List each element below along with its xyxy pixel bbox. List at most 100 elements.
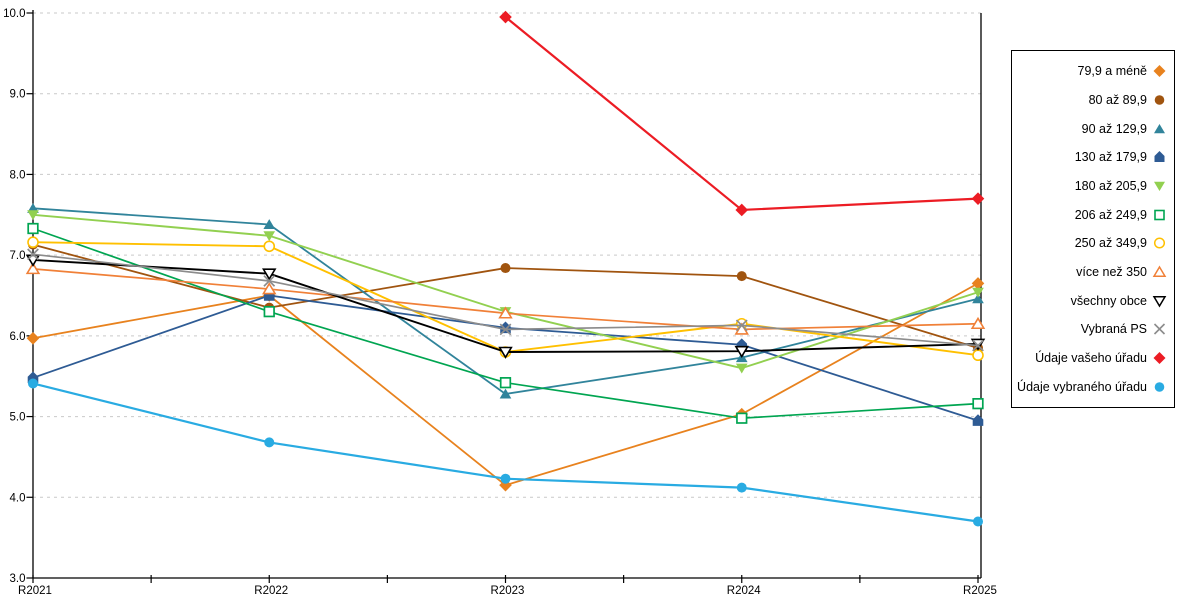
- legend-item-label: 79,9 a méně: [1077, 64, 1148, 79]
- legend-item-label: 180 až 205,9: [1074, 178, 1147, 193]
- legend-item-2: 90 až 129,9: [1012, 122, 1174, 136]
- legend-item-label: 90 až 129,9: [1081, 121, 1147, 136]
- legend-marker-square-icon: [1154, 209, 1165, 220]
- legend-item-0: 79,9 a méně: [1012, 64, 1174, 78]
- series-marker: [28, 378, 38, 389]
- path: [1154, 181, 1165, 191]
- legend-item-label: 80 až 89,9: [1088, 92, 1147, 107]
- legend-item-label: 206 až 249,9: [1074, 207, 1147, 222]
- series-marker: [499, 323, 512, 336]
- rect: [1154, 209, 1165, 220]
- legend-item-label: Vybraná PS: [1080, 322, 1147, 337]
- legend-marker-circle-icon: [1154, 381, 1165, 392]
- series-marker: [500, 473, 511, 484]
- series-marker: [735, 363, 748, 374]
- series-marker: [734, 345, 749, 359]
- legend-marker-pentagon-icon: [1154, 151, 1165, 163]
- legend-item-11: Údaje vybraného úřadu: [1012, 380, 1174, 394]
- legend-marker-triangle-up-icon: [1154, 123, 1165, 133]
- series-marker: [972, 339, 984, 352]
- path: [1153, 351, 1166, 364]
- y-axis-tick-label: 7.0: [10, 250, 26, 262]
- series-line: [32, 207, 979, 395]
- series-marker: [263, 231, 276, 242]
- y-axis-tick-label: 5.0: [10, 412, 26, 424]
- x-axis-tick-label: R2024: [727, 585, 761, 597]
- y-axis-tick-label: 3.0: [10, 573, 26, 585]
- y-axis-tick-label: 6.0: [10, 331, 26, 343]
- series-marker: [971, 277, 985, 290]
- series-line: [32, 213, 979, 370]
- series-marker: [262, 282, 277, 295]
- series-marker: [25, 261, 41, 275]
- series-marker: [499, 10, 512, 24]
- legend-item-1: 80 až 89,9: [1012, 93, 1174, 107]
- series-marker: [735, 203, 749, 217]
- series-marker: [500, 321, 511, 334]
- series-marker: [263, 240, 276, 253]
- series-marker: [972, 398, 984, 410]
- x-axis-tick-label: R2025: [963, 585, 997, 597]
- legend-item-4: 180 až 205,9: [1012, 179, 1174, 193]
- series-marker: [263, 305, 275, 318]
- legend-box: 79,9 a méně 80 až 89,9 90 až 129,9 130 až 1…: [1011, 50, 1175, 408]
- x-axis-tick-label: R2021: [18, 585, 52, 597]
- legend-marker-triangle-up-icon: [1152, 265, 1167, 277]
- path: [1154, 151, 1165, 163]
- legend-marker-x-icon: [1153, 323, 1166, 335]
- series-marker: [27, 248, 39, 261]
- series-marker: [972, 293, 984, 304]
- series-marker: [262, 268, 277, 281]
- path: [1152, 265, 1167, 277]
- x-axis-tick-label: R2023: [491, 585, 525, 597]
- y-axis-tick-label: 4.0: [10, 492, 26, 504]
- series-marker: [264, 437, 275, 448]
- legend-item-8: všechny obce: [1012, 294, 1174, 308]
- series-marker: [27, 236, 39, 249]
- series-marker: [499, 377, 512, 389]
- series-marker: [498, 346, 513, 359]
- series-marker: [500, 263, 511, 274]
- path: [1153, 65, 1166, 78]
- legend-item-9: Vybraná PS: [1012, 322, 1174, 336]
- series-marker: [736, 482, 747, 493]
- series-marker: [736, 412, 748, 424]
- circle: [1154, 95, 1165, 105]
- series-marker: [970, 316, 986, 330]
- series-marker: [26, 331, 40, 345]
- legend-item-10: Údaje vašeho úřadu: [1012, 351, 1174, 365]
- series-marker: [971, 192, 985, 205]
- series-marker: [499, 388, 512, 399]
- series-marker: [972, 349, 984, 362]
- path: [1154, 123, 1165, 133]
- legend-marker-triangle-down-icon: [1154, 181, 1165, 191]
- legend-marker-circle-icon: [1154, 95, 1165, 105]
- legend-marker-circle-icon: [1153, 237, 1166, 249]
- series-marker: [972, 287, 984, 298]
- circle: [1154, 381, 1165, 392]
- series-marker: [972, 414, 984, 426]
- y-axis-tick-label: 8.0: [10, 169, 26, 181]
- series-marker: [736, 271, 747, 282]
- series-marker: [735, 319, 748, 332]
- circle: [1153, 237, 1166, 249]
- legend-marker-diamond-icon: [1153, 65, 1166, 78]
- legend-item-5: 206 až 249,9: [1012, 208, 1174, 222]
- legend-item-label: všechny obce: [1070, 293, 1147, 308]
- series-marker: [973, 516, 983, 527]
- legend-item-3: 130 až 179,9: [1012, 150, 1174, 164]
- series-marker: [27, 210, 39, 221]
- legend-marker-diamond-icon: [1153, 351, 1166, 364]
- series-marker: [498, 306, 513, 319]
- legend-item-label: více než 350: [1076, 264, 1147, 279]
- legend-item-label: 250 až 349,9: [1074, 236, 1147, 251]
- path: [1152, 295, 1167, 308]
- y-axis-tick-label: 10.0: [3, 8, 25, 20]
- legend-marker-triangle-down-icon: [1152, 295, 1167, 308]
- series-marker: [263, 275, 276, 287]
- x-axis-tick-label: R2022: [254, 585, 288, 597]
- legend-item-label: Údaje vybraného úřadu: [1017, 379, 1147, 394]
- series-line: [504, 15, 980, 212]
